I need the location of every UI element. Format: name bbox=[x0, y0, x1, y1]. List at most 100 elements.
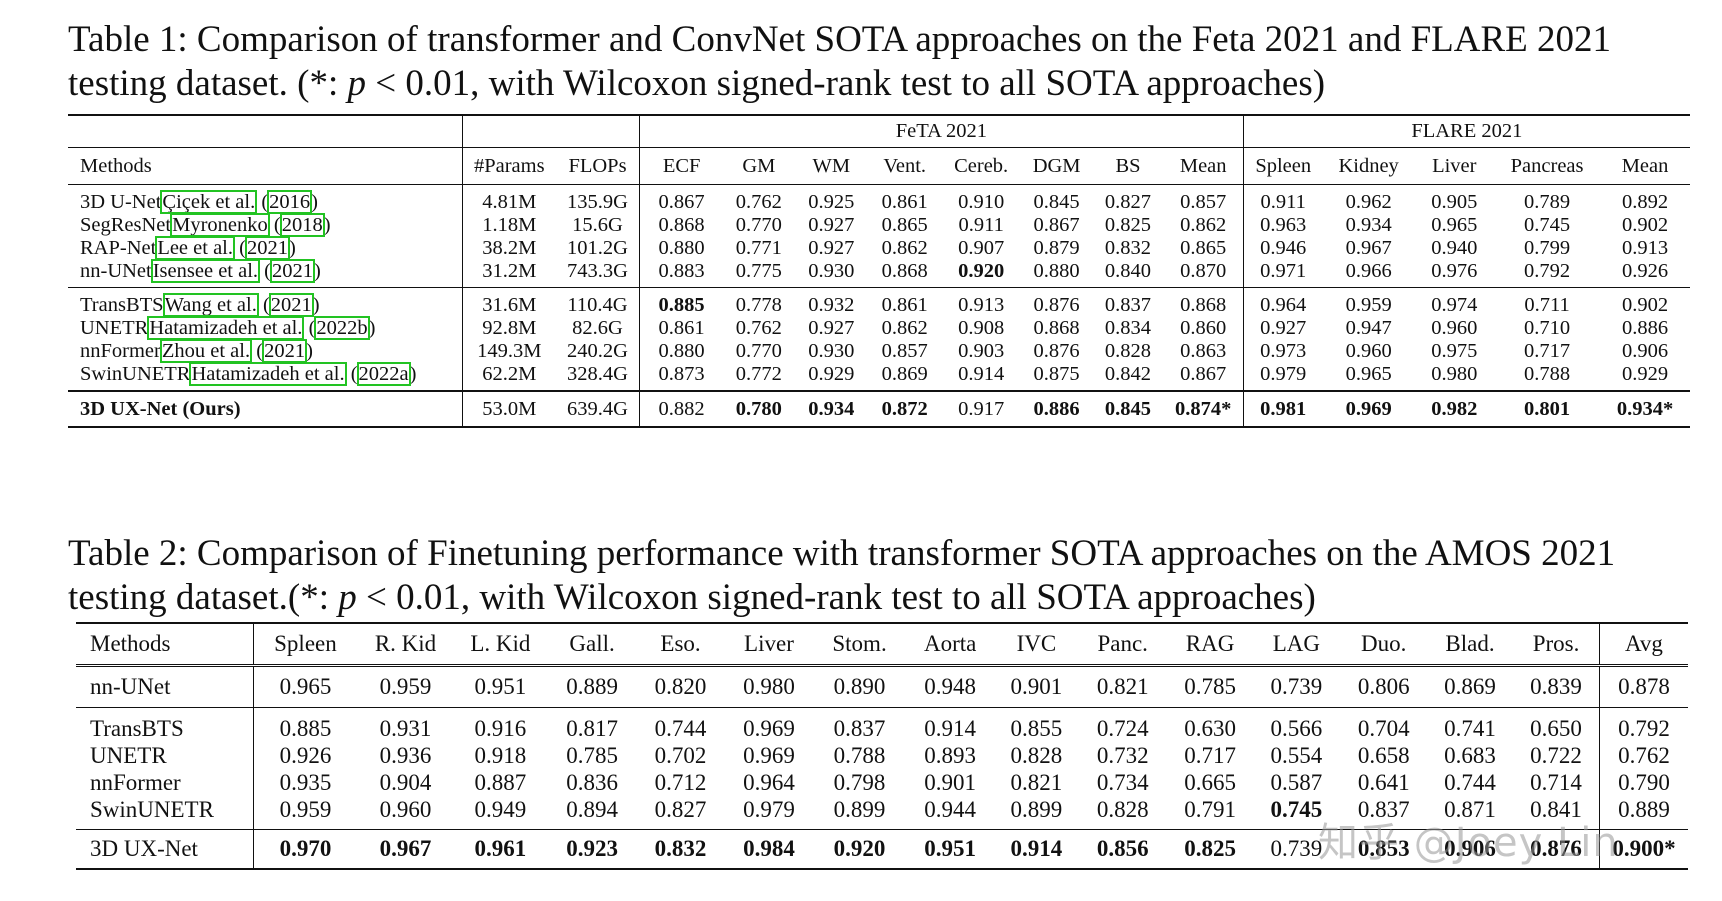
cell-value: 0.837 bbox=[1357, 797, 1410, 822]
cell-value: 0.959 bbox=[379, 674, 432, 699]
cell-value: 0.834 bbox=[1104, 317, 1152, 339]
table2-cell: 0.792 bbox=[1599, 707, 1688, 742]
table2-cell: 0.979 bbox=[724, 796, 815, 830]
cell-value: 0.906 bbox=[1444, 836, 1496, 861]
cell-value: 0.878 bbox=[1618, 674, 1670, 699]
table1-cell: 0.788 bbox=[1494, 363, 1600, 391]
cell-value: 0.910 bbox=[958, 191, 1005, 213]
table1-cell: 0.963 bbox=[1243, 214, 1323, 237]
table1-cell: 0.762 bbox=[723, 185, 794, 215]
cell-value: 0.873 bbox=[658, 363, 705, 385]
table2-cell: 0.856 bbox=[1077, 829, 1168, 869]
cell-value: 0.948 bbox=[924, 674, 977, 699]
cell-value: 0.704 bbox=[1357, 716, 1410, 741]
table1-cell: 0.792 bbox=[1494, 260, 1600, 288]
table2-cell: 0.948 bbox=[905, 666, 996, 708]
table2-cell: 0.855 bbox=[995, 707, 1078, 742]
cell-value: 0.630 bbox=[1184, 716, 1236, 741]
table2-header-cell: Blad. bbox=[1426, 623, 1514, 667]
cell-value: 0.892 bbox=[1621, 191, 1669, 213]
table1-cell: 0.870 bbox=[1163, 260, 1244, 288]
table2-cell: 0.949 bbox=[454, 796, 547, 830]
cell-value: 0.931 bbox=[379, 716, 432, 741]
cell-value: 0.964 bbox=[1260, 294, 1307, 316]
cell-value: 0.827 bbox=[654, 797, 707, 822]
table1-cell: 0.862 bbox=[868, 237, 941, 260]
table1-cell: 0.827 bbox=[1092, 185, 1163, 215]
table1-cell: 0.907 bbox=[941, 237, 1021, 260]
citation-paren: ( bbox=[345, 363, 358, 385]
table2-row: UNETR 0.926 0.936 0.918 0.785 0.702 0.969 0.788… bbox=[76, 742, 1688, 769]
table1-cell: 0.930 bbox=[795, 260, 868, 288]
cell-value: 0.967 bbox=[379, 836, 432, 861]
table1-header-cell: Mean bbox=[1600, 147, 1690, 185]
cell-value: 0.899 bbox=[1010, 797, 1063, 822]
cell-value: 0.970 bbox=[279, 836, 332, 861]
table1-header-cell: GM bbox=[723, 147, 795, 185]
cell-value: 38.2M bbox=[482, 237, 537, 259]
cell-value: 0.869 bbox=[1444, 674, 1496, 699]
table1-row-ours: 3D UX-Net (Ours) 53.0M 639.4G 0.882 0.780 0.9… bbox=[68, 390, 1690, 427]
cell-value: 0.918 bbox=[474, 743, 527, 768]
citation-paren: ( bbox=[268, 214, 281, 236]
table2-cell: 0.739 bbox=[1252, 666, 1340, 708]
citation-close: ) bbox=[313, 260, 321, 282]
cell-value: 0.962 bbox=[1345, 191, 1392, 213]
method-name: TransBTS bbox=[76, 707, 254, 742]
cell-value: 0.890 bbox=[833, 674, 886, 699]
citation-paren: ( bbox=[256, 191, 269, 213]
cell-value: 0.775 bbox=[735, 260, 782, 282]
cell-value: 0.874* bbox=[1175, 398, 1232, 420]
citation-authors: Isensee et al. bbox=[150, 259, 261, 283]
cell-value: 0.839 bbox=[1530, 674, 1582, 699]
cell-value: 0.828 bbox=[1010, 743, 1063, 768]
cell-value: 0.975 bbox=[1431, 340, 1478, 362]
table2-cell: 0.790 bbox=[1599, 769, 1688, 796]
table1-cell: 0.920 bbox=[941, 260, 1021, 288]
table2-cell: 0.837 bbox=[1341, 796, 1427, 830]
cell-value: 0.792 bbox=[1618, 716, 1670, 741]
table1-cell: 0.857 bbox=[868, 340, 941, 363]
table2-cell: 0.980 bbox=[724, 666, 815, 708]
table1-cell: 0.879 bbox=[1021, 237, 1092, 260]
cell-value: 0.980 bbox=[743, 674, 795, 699]
citation-authors: Hatamizadeh et al. bbox=[147, 316, 305, 340]
table2-cell: 0.916 bbox=[454, 707, 547, 742]
table2-cell: 0.878 bbox=[1599, 666, 1688, 708]
cell-value: 0.951 bbox=[474, 674, 527, 699]
cell-value: 0.702 bbox=[654, 743, 707, 768]
table2-cell: 0.959 bbox=[357, 666, 454, 708]
citation-year: 2021 bbox=[269, 259, 315, 283]
cell-value: 0.911 bbox=[1260, 191, 1306, 213]
cell-value: 0.914 bbox=[924, 716, 977, 741]
cell-value: 0.980 bbox=[1431, 363, 1478, 385]
cell-value: 0.906 bbox=[1621, 340, 1669, 362]
table1-cell: 0.975 bbox=[1415, 340, 1495, 363]
cell-value: 0.927 bbox=[808, 317, 855, 339]
table1-cell: 0.832 bbox=[1092, 237, 1163, 260]
table1-cell: 0.969 bbox=[1322, 390, 1415, 427]
cell-value: 0.732 bbox=[1096, 743, 1149, 768]
table1-cell: 0.965 bbox=[1415, 214, 1495, 237]
table2-header-cell: LAG bbox=[1252, 623, 1341, 667]
table1-cell: 0.925 bbox=[795, 185, 868, 215]
cell-value: 0.946 bbox=[1260, 237, 1307, 259]
table2-row: TransBTS 0.885 0.931 0.916 0.817 0.744 0.969 0.… bbox=[76, 707, 1688, 742]
cell-value: 0.861 bbox=[881, 191, 928, 213]
cell-value: 0.920 bbox=[958, 260, 1005, 282]
cell-value: 149.3M bbox=[477, 340, 542, 362]
table1-cell: 0.840 bbox=[1092, 260, 1163, 288]
cell-value: 0.836 bbox=[566, 770, 618, 795]
cell-value: 0.821 bbox=[1010, 770, 1063, 795]
table1-cell: 0.934 bbox=[1323, 214, 1415, 237]
cell-value: 328.4G bbox=[567, 363, 628, 385]
table2-cell: 0.889 bbox=[547, 666, 638, 708]
cell-value: 0.744 bbox=[654, 716, 707, 741]
cell-value: 15.6G bbox=[572, 214, 623, 236]
table1-cell: 0.980 bbox=[1415, 363, 1495, 391]
table1-cell: 0.960 bbox=[1323, 340, 1415, 363]
table2-cell: 0.899 bbox=[814, 796, 905, 830]
cell-value: 0.587 bbox=[1270, 770, 1323, 795]
cell-value: 0.902 bbox=[1621, 294, 1669, 316]
cell-value: 0.929 bbox=[808, 363, 855, 385]
